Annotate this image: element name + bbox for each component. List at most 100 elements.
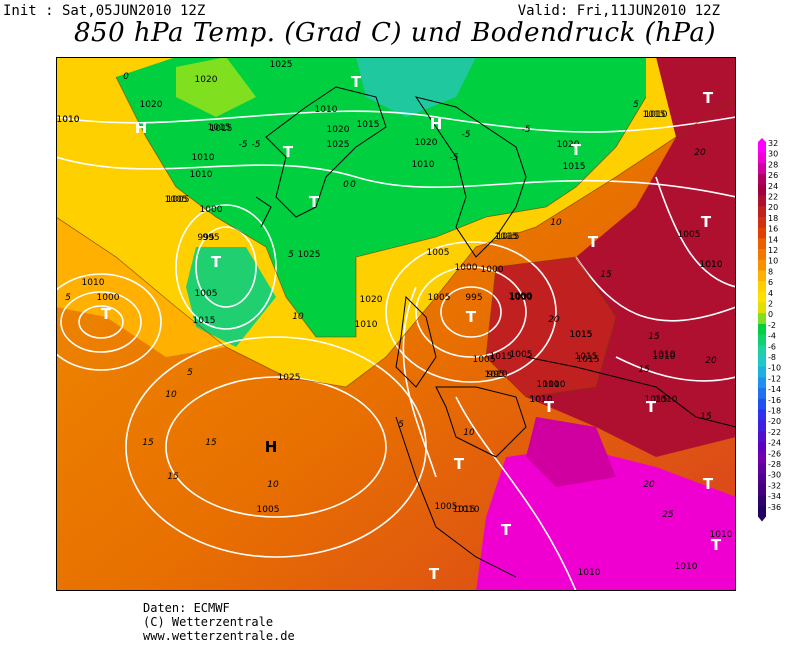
legend-swatch (758, 216, 766, 229)
isobar-label: 995 (197, 233, 214, 243)
legend-tick-label: -14 (768, 385, 781, 394)
legend-tick-label: -8 (768, 353, 776, 362)
legend-swatch (758, 259, 766, 271)
isobar-label: 1010 (485, 370, 508, 380)
isotherm-label: 10 (267, 480, 279, 490)
isobar-label: 1000 (509, 292, 532, 302)
isotherm-label: 5 (187, 368, 193, 378)
isotherm-label: 15 (142, 438, 154, 448)
pressure-center-label: H (430, 115, 443, 133)
isotherm-label: 20 (643, 480, 655, 490)
credit-website[interactable]: www.wetterzentrale.de (143, 629, 295, 643)
isotherm-label: 10 (550, 218, 562, 228)
isobar-label: 1010 (653, 350, 676, 360)
legend-tick-label: 4 (768, 289, 773, 298)
isobar-label: 1025 (278, 373, 301, 383)
isobar-label: 1010 (190, 170, 213, 180)
legend-tick-label: 16 (768, 225, 778, 234)
legend-tick-label: 12 (768, 246, 778, 255)
legend-swatch (758, 270, 766, 282)
legend-swatch (758, 184, 766, 196)
isotherm-lines (56, 76, 736, 398)
isobar-lines (56, 110, 736, 591)
isobar-label: 1010 (645, 110, 668, 120)
legend-swatch (758, 152, 766, 164)
legend-swatch (758, 473, 766, 485)
legend-arrow-bottom (758, 516, 766, 522)
pressure-center-label: H (135, 119, 148, 137)
isotherm-label: 10 (292, 312, 304, 322)
isobar-label: 1015 (570, 330, 593, 340)
isotherm-label: 25 (662, 510, 674, 520)
legend-tick-label: 24 (768, 182, 778, 191)
pressure-center-label: T (711, 536, 722, 554)
isotherm-label: 10 (165, 390, 177, 400)
isobar-label: 1015 (570, 330, 593, 340)
legend-tick-label: -26 (768, 449, 781, 458)
isotherm-label: -5 (239, 140, 248, 150)
isobar-label: 1005 (165, 195, 188, 205)
isobar-label: 1020 (415, 138, 438, 148)
isobar-label: 1015 (577, 355, 600, 365)
isobar-label: 1000 (510, 292, 533, 302)
isobar-label: 1010 (530, 395, 553, 405)
isotherm-label: 0 (123, 72, 129, 82)
legend-swatch (758, 366, 766, 378)
pressure-center-label: T (588, 233, 599, 251)
legend-tick-label: 32 (768, 139, 778, 148)
legend-tick-label: 28 (768, 160, 778, 169)
legend-swatch (758, 409, 766, 421)
isotherm-label: 15 (600, 270, 612, 280)
isotherm-label: 5 (398, 420, 404, 430)
init-time: Init : Sat,05JUN2010 12Z (3, 3, 206, 19)
isobar-label: 1000 (510, 293, 533, 303)
legend-tick-label: -34 (768, 492, 781, 501)
isobar-label: 1010 (457, 505, 480, 515)
isobar-label: 1015 (645, 395, 668, 405)
isobar-label: 1010 (653, 352, 676, 362)
credit-data-source: Daten: ECMWF (143, 601, 230, 615)
legend-tick-label: -22 (768, 428, 781, 437)
isotherm-label: 15 (700, 412, 712, 422)
isobar-label: 1020 (195, 75, 218, 85)
legend-swatch (758, 377, 766, 389)
isobar-label: 1010 (578, 568, 601, 578)
legend-tick-label: 0 (768, 310, 773, 319)
isotherm-label: 5 (288, 250, 294, 260)
legend-swatch (758, 420, 766, 432)
isobar-label: 995 (487, 370, 504, 380)
isobar-label: 1025 (298, 250, 321, 260)
isobar-label: 1000 (200, 205, 223, 215)
legend-tick-label: -32 (768, 481, 781, 490)
isobar-label: 1020 (360, 295, 383, 305)
legend-swatch (758, 291, 766, 303)
isobar-label: 1000 (455, 263, 478, 273)
pressure-center-label: T (701, 213, 712, 231)
isotherm-label: 10 (463, 428, 475, 438)
legend-swatch (758, 313, 766, 325)
legend-tick-label: -28 (768, 460, 781, 469)
temp-field-red (486, 257, 616, 397)
isobar-label: 1010 (537, 380, 560, 390)
isobar-label: 1005 (678, 230, 701, 240)
map-frame (56, 57, 736, 591)
isobar-label: 1020 (557, 140, 580, 150)
pressure-centers: H H T T T T T T T T T T T T T H T T T T (101, 73, 722, 583)
legend-tick-label: 6 (768, 278, 773, 287)
temp-field-magenta (476, 447, 736, 591)
isobar-label: 1015 (563, 162, 586, 172)
isotherm-label: 15 (648, 332, 660, 342)
legend-swatch (758, 345, 766, 357)
legend-swatch (758, 441, 766, 453)
legend-swatch (758, 206, 766, 218)
pressure-center-label: T (309, 193, 320, 211)
pressure-center-label: T (466, 308, 477, 326)
pressure-center-label: T (703, 89, 714, 107)
isobar-label: 1000 (481, 265, 504, 275)
isotherm-label: -5 (462, 130, 471, 140)
isobar-label: 1015 (495, 232, 518, 242)
legend-tick-label: 18 (768, 214, 778, 223)
legend-swatch (758, 495, 766, 507)
isotherm-label: -5 (450, 153, 459, 163)
pressure-center-label: T (283, 143, 294, 161)
